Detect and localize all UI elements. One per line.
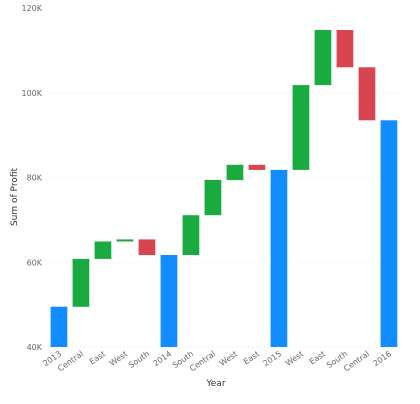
bar-increase[interactable] [292,85,310,170]
x-axis-title: Year [205,379,225,389]
x-tick-label: 2015 [261,349,283,368]
x-tick-label: South [127,349,151,370]
gridlines [48,7,400,348]
bar-increase[interactable] [226,164,244,181]
y-tick-label: 100K [21,89,42,98]
bar-decrease[interactable] [358,67,376,121]
y-axis-ticks: 40K 60K 80K 100K 120K [21,4,42,352]
x-tick-label: East [88,349,107,366]
x-tick-label: 2014 [151,349,173,368]
bar-decrease[interactable] [336,30,354,68]
bar-total[interactable] [380,120,398,347]
bar-increase[interactable] [182,215,200,255]
bar-increase[interactable] [72,258,90,307]
bar-increase[interactable] [204,180,222,216]
x-tick-label: West [218,349,239,368]
y-axis-title: Sum of Profit [10,168,20,227]
bar-total[interactable] [270,169,288,347]
x-tick-label: East [308,349,327,366]
bar-increase[interactable] [116,239,134,242]
bars [50,30,398,347]
x-tick-label: East [242,349,261,366]
bar-increase[interactable] [94,241,112,259]
x-tick-label: 2016 [371,349,393,368]
y-tick-label: 120K [21,4,42,13]
bar-increase[interactable] [314,30,332,86]
x-tick-label: West [108,349,129,368]
y-tick-label: 40K [27,343,43,352]
x-tick-label: West [284,349,305,368]
bar-decrease[interactable] [248,164,266,170]
y-tick-label: 60K [27,258,43,267]
bar-decrease[interactable] [138,239,156,256]
bar-total[interactable] [50,306,68,347]
y-tick-label: 80K [27,174,43,183]
bar-total[interactable] [160,255,178,347]
